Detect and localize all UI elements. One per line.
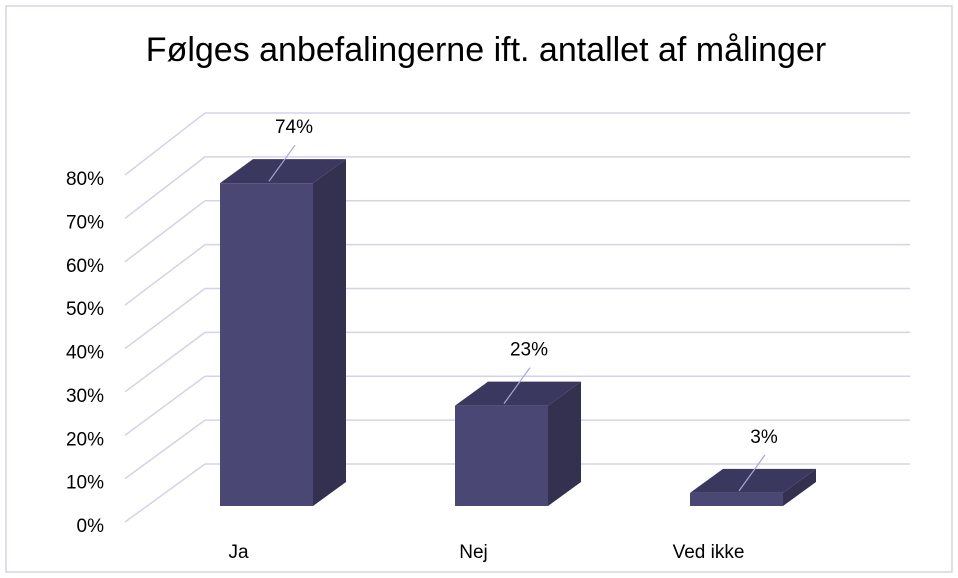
grid-line <box>124 200 206 263</box>
data-label: 3% <box>750 427 778 448</box>
y-tick-label: 70% <box>66 212 104 233</box>
bar-face <box>455 381 581 406</box>
grid-line <box>124 375 206 436</box>
grid-line <box>124 112 206 176</box>
bar <box>220 159 346 507</box>
grid-line <box>124 419 206 480</box>
x-tick-label: Ved ikke <box>673 542 745 563</box>
chart-title: Følges anbefalingerne ift. antallet af m… <box>146 31 826 69</box>
y-tick-label: 40% <box>66 343 104 364</box>
grid-line <box>124 331 206 393</box>
data-label: 23% <box>510 340 548 361</box>
x-tick-label: Ja <box>228 542 249 563</box>
grid-line <box>124 287 206 350</box>
y-tick-label: 30% <box>66 386 104 407</box>
leader-line <box>738 454 766 492</box>
y-tick-label: 50% <box>66 299 104 320</box>
bar-face <box>690 468 816 493</box>
data-label: 74% <box>275 117 313 138</box>
bar-face <box>783 468 816 506</box>
bar-face <box>220 159 346 184</box>
grid-line <box>124 156 206 219</box>
y-tick-label: 60% <box>66 256 104 277</box>
leader-line <box>503 367 531 405</box>
y-tick-label: 20% <box>66 429 104 450</box>
bar-face <box>313 159 346 507</box>
grid-line <box>124 463 206 523</box>
y-tick-label: 10% <box>66 473 104 494</box>
grid-line <box>124 244 206 306</box>
y-tick-label: 80% <box>66 169 104 190</box>
bar <box>690 468 816 506</box>
bar-face <box>690 492 783 506</box>
leader-line <box>268 144 296 182</box>
bar-face <box>548 381 581 506</box>
y-tick-label: 0% <box>77 516 105 537</box>
x-tick-label: Nej <box>459 542 488 563</box>
bar-face <box>455 405 548 506</box>
bar <box>455 381 581 506</box>
bar-face <box>220 183 313 507</box>
